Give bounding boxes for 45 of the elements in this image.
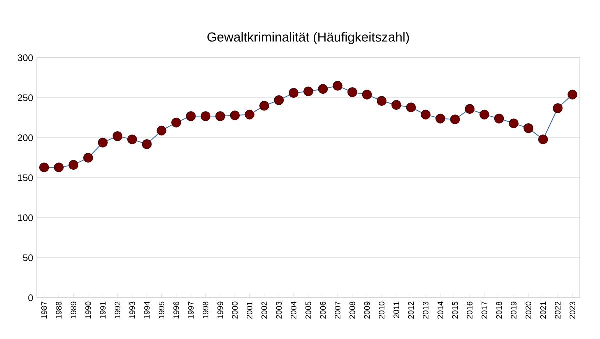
x-tick-label: 1995 [158, 302, 165, 319]
x-tick-label: 2002 [262, 302, 268, 319]
x-tick-label: 2021 [540, 302, 546, 319]
y-tick-label: 250 [18, 94, 34, 102]
x-tick-label: 1994 [144, 302, 150, 319]
x-tick-label: 2017 [482, 302, 488, 319]
x-tick-label: 2010 [379, 302, 385, 319]
x-tick-label: 2005 [306, 302, 312, 319]
x-tick-label: 2009 [364, 302, 370, 319]
x-tick-label: 1988 [56, 302, 62, 319]
x-tick-label: 1992 [114, 302, 121, 319]
x-tick-label: 1991 [100, 302, 106, 319]
x-tick-label: 1993 [130, 302, 136, 319]
y-tick-label: 200 [18, 134, 34, 142]
x-tick-label: 2014 [438, 302, 444, 319]
x-tick-label: 1996 [174, 302, 180, 319]
x-tick-label: 1990 [86, 302, 92, 319]
y-tick-label: 150 [18, 174, 34, 182]
x-tick-label: 1998 [202, 302, 209, 319]
x-tick-label: 2004 [290, 302, 297, 319]
x-tick-label: 2000 [232, 302, 238, 319]
x-tick-label: 2015 [452, 302, 458, 319]
x-tick-label: 2023 [570, 302, 576, 319]
y-tick-label: 300 [18, 54, 34, 62]
x-tick-label: 2020 [526, 302, 532, 319]
y-tick-label: 0 [28, 294, 34, 302]
x-tick-label: 2003 [276, 302, 282, 319]
x-tick-label: 2007 [335, 302, 341, 319]
x-tick-label: 2001 [246, 302, 253, 319]
x-tick-label: 1989 [70, 302, 77, 319]
x-tick-label: 1987 [42, 302, 48, 319]
x-tick-label: 2006 [320, 302, 326, 319]
x-tick-label: 2013 [423, 302, 429, 319]
chart-title: Gewaltkriminalität (Häufigkeitszahl) [208, 32, 410, 44]
x-tick-label: 2019 [511, 302, 517, 319]
x-tick-label: 2016 [467, 302, 473, 319]
x-tick-label: 1997 [188, 302, 194, 319]
y-tick-label: 50 [23, 254, 34, 262]
x-tick-label: 2018 [496, 302, 502, 319]
x-tick-label: 2022 [555, 302, 561, 319]
x-tick-label: 2008 [350, 302, 356, 319]
x-tick-label: 1999 [218, 302, 224, 319]
y-tick-label: 100 [18, 214, 34, 222]
x-tick-label: 2012 [408, 302, 414, 319]
x-tick-label: 2011 [394, 302, 400, 318]
